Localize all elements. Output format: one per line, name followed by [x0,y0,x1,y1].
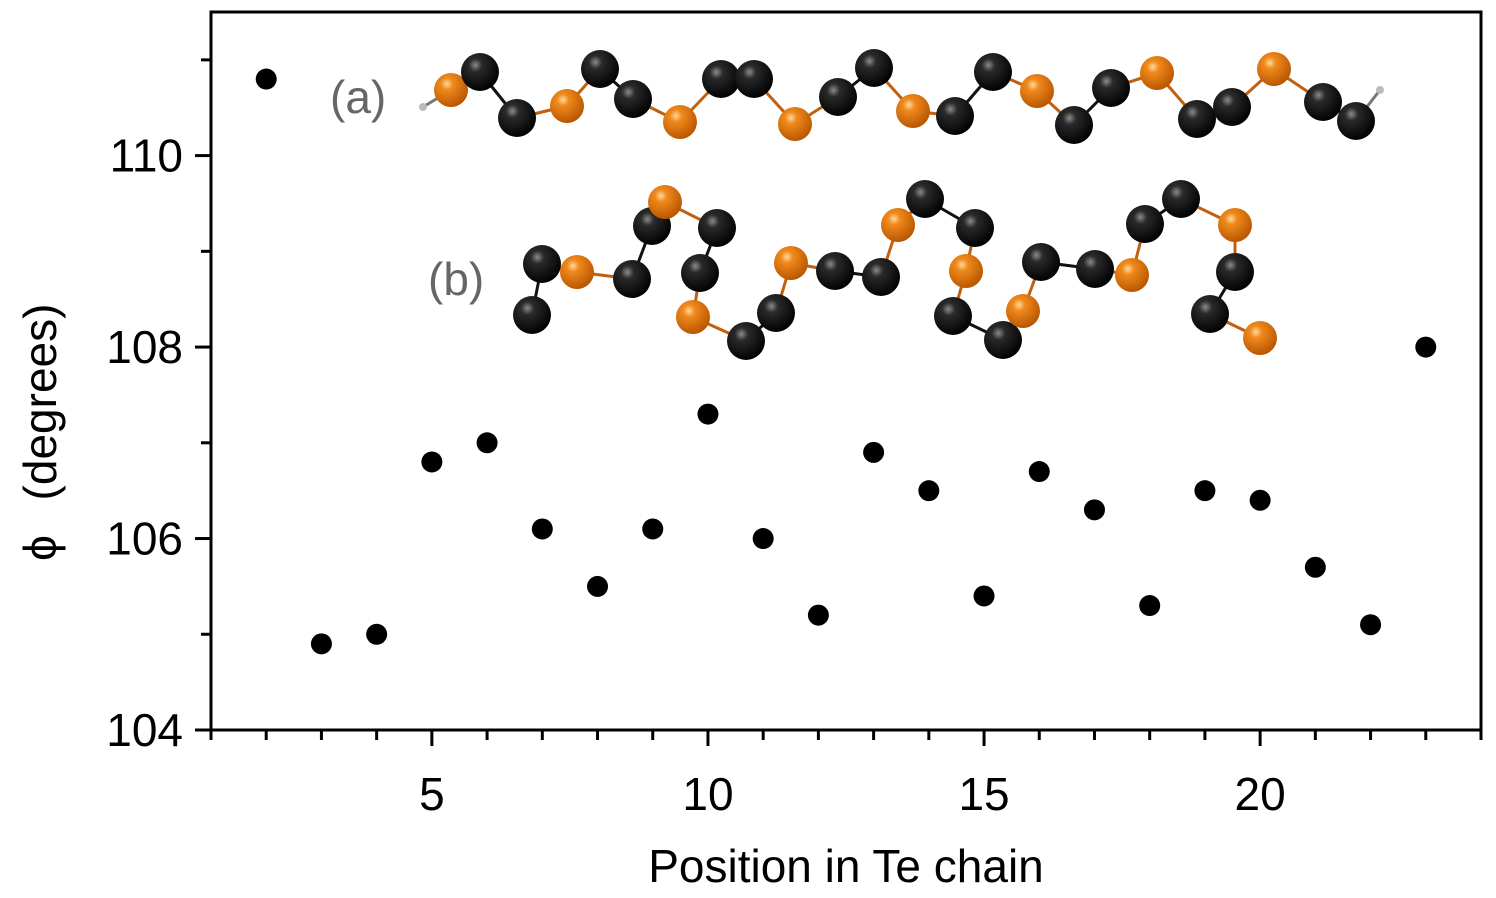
y-axis-title-text: (degrees) [14,304,66,501]
dopant-atom [434,73,468,107]
data-point [1304,556,1326,578]
y-tick-label: 110 [110,130,183,182]
dopant-atom [560,255,594,289]
x-tick-label: 20 [1235,768,1286,820]
data-point [476,432,498,454]
te-atom [1055,106,1093,144]
hydrogen-atom [1376,86,1384,94]
dopant-atom [1140,56,1174,90]
x-tick-label: 5 [419,768,445,820]
te-atom [581,50,619,88]
te-atom [513,296,551,334]
data-point [531,518,553,540]
te-atom [735,60,773,98]
te-atom [974,53,1012,91]
dopant-atom [663,105,697,139]
x-tick-label: 10 [682,768,733,820]
chain-structure-b [513,180,1277,360]
dopant-atom [1006,294,1040,328]
te-atom [855,49,893,87]
data-point [1415,336,1437,358]
te-atom [523,245,561,283]
te-atom [1022,243,1060,281]
dopant-atom [1218,208,1252,242]
te-atom [819,78,857,116]
data-point [863,441,885,463]
y-tick-label: 108 [106,321,183,373]
dopant-atom [881,208,915,242]
dopant-atom [949,254,983,288]
x-axis: 5 10 15 20 [209,730,1483,820]
hydrogen-atom [419,103,427,111]
te-atom [956,209,994,247]
y-tick-label: 104 [106,704,183,756]
dopant-atom [550,89,584,123]
te-atom [984,321,1022,359]
te-atom [727,322,765,360]
data-point [697,403,719,425]
te-atom [816,252,854,290]
dopant-atom [1020,74,1054,108]
data-point [255,68,277,90]
te-atom [1191,295,1229,333]
te-atom [1162,180,1200,218]
data-point [587,575,609,597]
data-point [1028,461,1050,483]
te-atom [1304,83,1342,121]
te-atom [702,60,740,98]
te-atom [757,294,795,332]
y-tick-label: 106 [106,513,183,565]
te-atom [1213,88,1251,126]
te-atom [906,180,944,218]
data-point [918,480,940,502]
data-point [310,633,332,655]
te-atom [614,80,652,118]
data-point [1083,499,1105,521]
dopant-atom [648,185,682,219]
te-atom [613,260,651,298]
te-atom [1337,102,1375,140]
chain-structure-a [419,49,1384,144]
data-point [421,451,443,473]
te-atom [1178,100,1216,138]
te-atom [1092,69,1130,107]
te-atom [934,297,972,335]
dopant-atom [778,107,812,141]
panel-label-b: (b) [428,253,484,305]
te-atom [862,258,900,296]
dopant-atom [1243,321,1277,355]
dopant-atom [1115,258,1149,292]
dopant-atom [896,94,930,128]
x-axis-title: Position in Te chain [648,840,1044,892]
data-point [752,528,774,550]
te-atom [1076,250,1114,288]
te-atom [936,97,974,135]
data-point [642,518,664,540]
y-axis-title: ϕ (degrees) [14,304,66,561]
data-point [1360,614,1382,636]
panel-label-a: (a) [330,71,386,123]
te-atom [1216,253,1254,291]
data-point [1139,595,1161,617]
te-atom [461,53,499,91]
data-point [366,623,388,645]
dopant-atom [1257,52,1291,86]
dopant-atom [774,246,808,280]
te-atom [681,254,719,292]
te-atom [498,99,536,137]
data-point [973,585,995,607]
plot-frame [209,10,1483,732]
data-point [1249,489,1271,511]
te-atom [698,209,736,247]
te-atom [1126,205,1164,243]
dopant-atom [676,300,710,334]
y-axis-symbol: ϕ [14,535,66,561]
data-point [1194,480,1216,502]
data-point [807,604,829,626]
x-tick-label: 15 [958,768,1009,820]
data-points [255,68,1437,655]
y-axis: 104 106 108 110 [106,58,211,756]
